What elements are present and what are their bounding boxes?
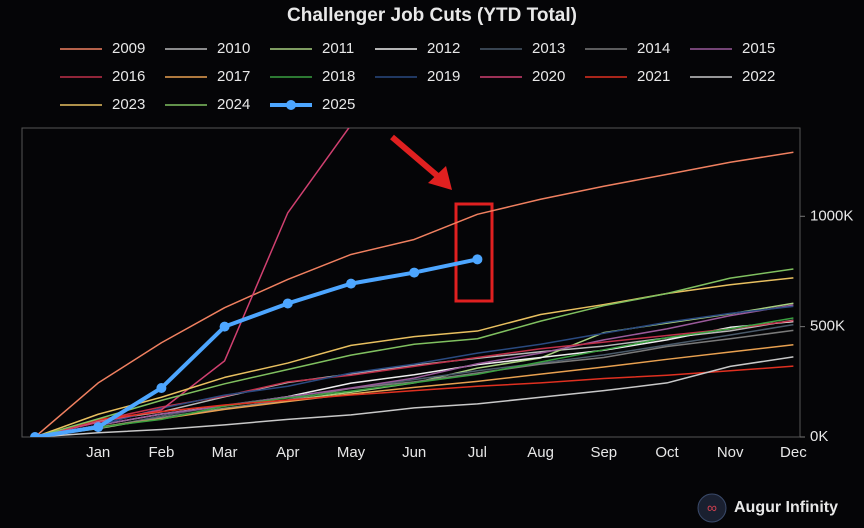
legend-label: 2019	[427, 68, 460, 85]
plot-frame	[21, 127, 801, 438]
series-line	[34, 317, 794, 437]
series-line	[34, 305, 794, 437]
x-tick-label: May	[337, 444, 366, 461]
x-tick-label: Apr	[276, 444, 299, 461]
x-tick-label: Jun	[402, 444, 426, 461]
annotation	[390, 134, 494, 303]
x-tick-label: Nov	[717, 444, 744, 461]
series-line	[34, 128, 350, 437]
point	[219, 321, 230, 332]
legend-label: 2012	[427, 40, 460, 57]
series-line	[34, 329, 794, 437]
chart-title: Challenger Job Cuts (YTD Total)	[287, 5, 577, 26]
legend-label: 2021	[637, 68, 670, 85]
x-tick-label: Sep	[590, 444, 617, 461]
series-line	[34, 365, 794, 437]
point	[346, 278, 356, 289]
y-tick-label: 500K	[810, 318, 845, 335]
legend-label: 2018	[322, 68, 355, 85]
point	[156, 383, 167, 394]
plot-lines	[30, 128, 794, 437]
legend-label: 2022	[742, 68, 775, 85]
series-line	[34, 151, 794, 437]
x-tick-label: Dec	[780, 444, 807, 461]
legend-label: 2009	[112, 40, 145, 57]
legend-label: 2015	[742, 40, 775, 57]
legend-label: 2014	[637, 40, 670, 57]
point	[30, 432, 40, 437]
legend-marker	[286, 100, 296, 110]
legend-label: 2020	[532, 68, 565, 85]
x-tick-label: Mar	[212, 444, 238, 461]
brand: Augur Infinity	[734, 499, 838, 516]
x-tick-label: Oct	[655, 444, 679, 461]
x-tick-label: Aug	[527, 444, 554, 461]
legend-label: 2023	[112, 96, 145, 113]
x-tick-label: Feb	[148, 444, 174, 461]
point	[472, 254, 483, 265]
svg-text:∞: ∞	[707, 500, 717, 516]
series-line	[34, 257, 478, 437]
legend-label: 2010	[217, 40, 250, 57]
legend-label: 2016	[112, 68, 145, 85]
series-line	[34, 323, 794, 437]
series-line	[34, 304, 794, 437]
series-line	[34, 356, 794, 437]
legend-label: 2017	[217, 68, 250, 85]
point	[93, 422, 104, 433]
x-tick-label: Jul	[468, 444, 487, 461]
point	[282, 298, 293, 309]
series-line	[34, 268, 794, 437]
x-tick-label: Jan	[86, 444, 110, 461]
watermark: ∞ Augur Infinity	[697, 493, 838, 523]
legend-label: 2013	[532, 40, 565, 57]
legend-label: 2025	[322, 96, 355, 113]
legend-label: 2024	[217, 96, 250, 113]
series-line	[34, 319, 794, 437]
y-tick-label: 0K	[810, 428, 828, 445]
point	[409, 267, 420, 278]
y-tick-label: 1000K	[810, 207, 853, 224]
legend-label: 2011	[322, 40, 354, 57]
